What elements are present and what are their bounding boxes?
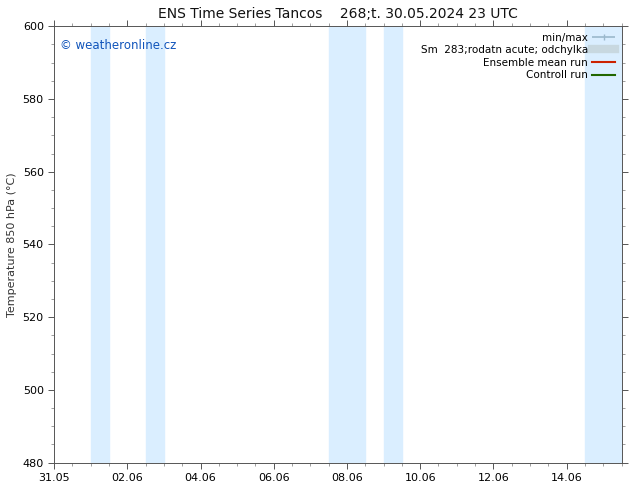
Y-axis label: Temperature 850 hPa (°C): Temperature 850 hPa (°C)	[7, 172, 17, 317]
Bar	[585, 26, 621, 463]
Bar	[384, 26, 402, 463]
Text: © weatheronline.cz: © weatheronline.cz	[60, 39, 176, 52]
Bar	[328, 26, 365, 463]
Bar	[146, 26, 164, 463]
Bar	[91, 26, 109, 463]
Legend: min/max, Sm  283;rodatn acute; odchylka, Ensemble mean run, Controll run: min/max, Sm 283;rodatn acute; odchylka, …	[417, 28, 619, 84]
Title: ENS Time Series Tancos    268;t. 30.05.2024 23 UTC: ENS Time Series Tancos 268;t. 30.05.2024…	[158, 7, 518, 21]
